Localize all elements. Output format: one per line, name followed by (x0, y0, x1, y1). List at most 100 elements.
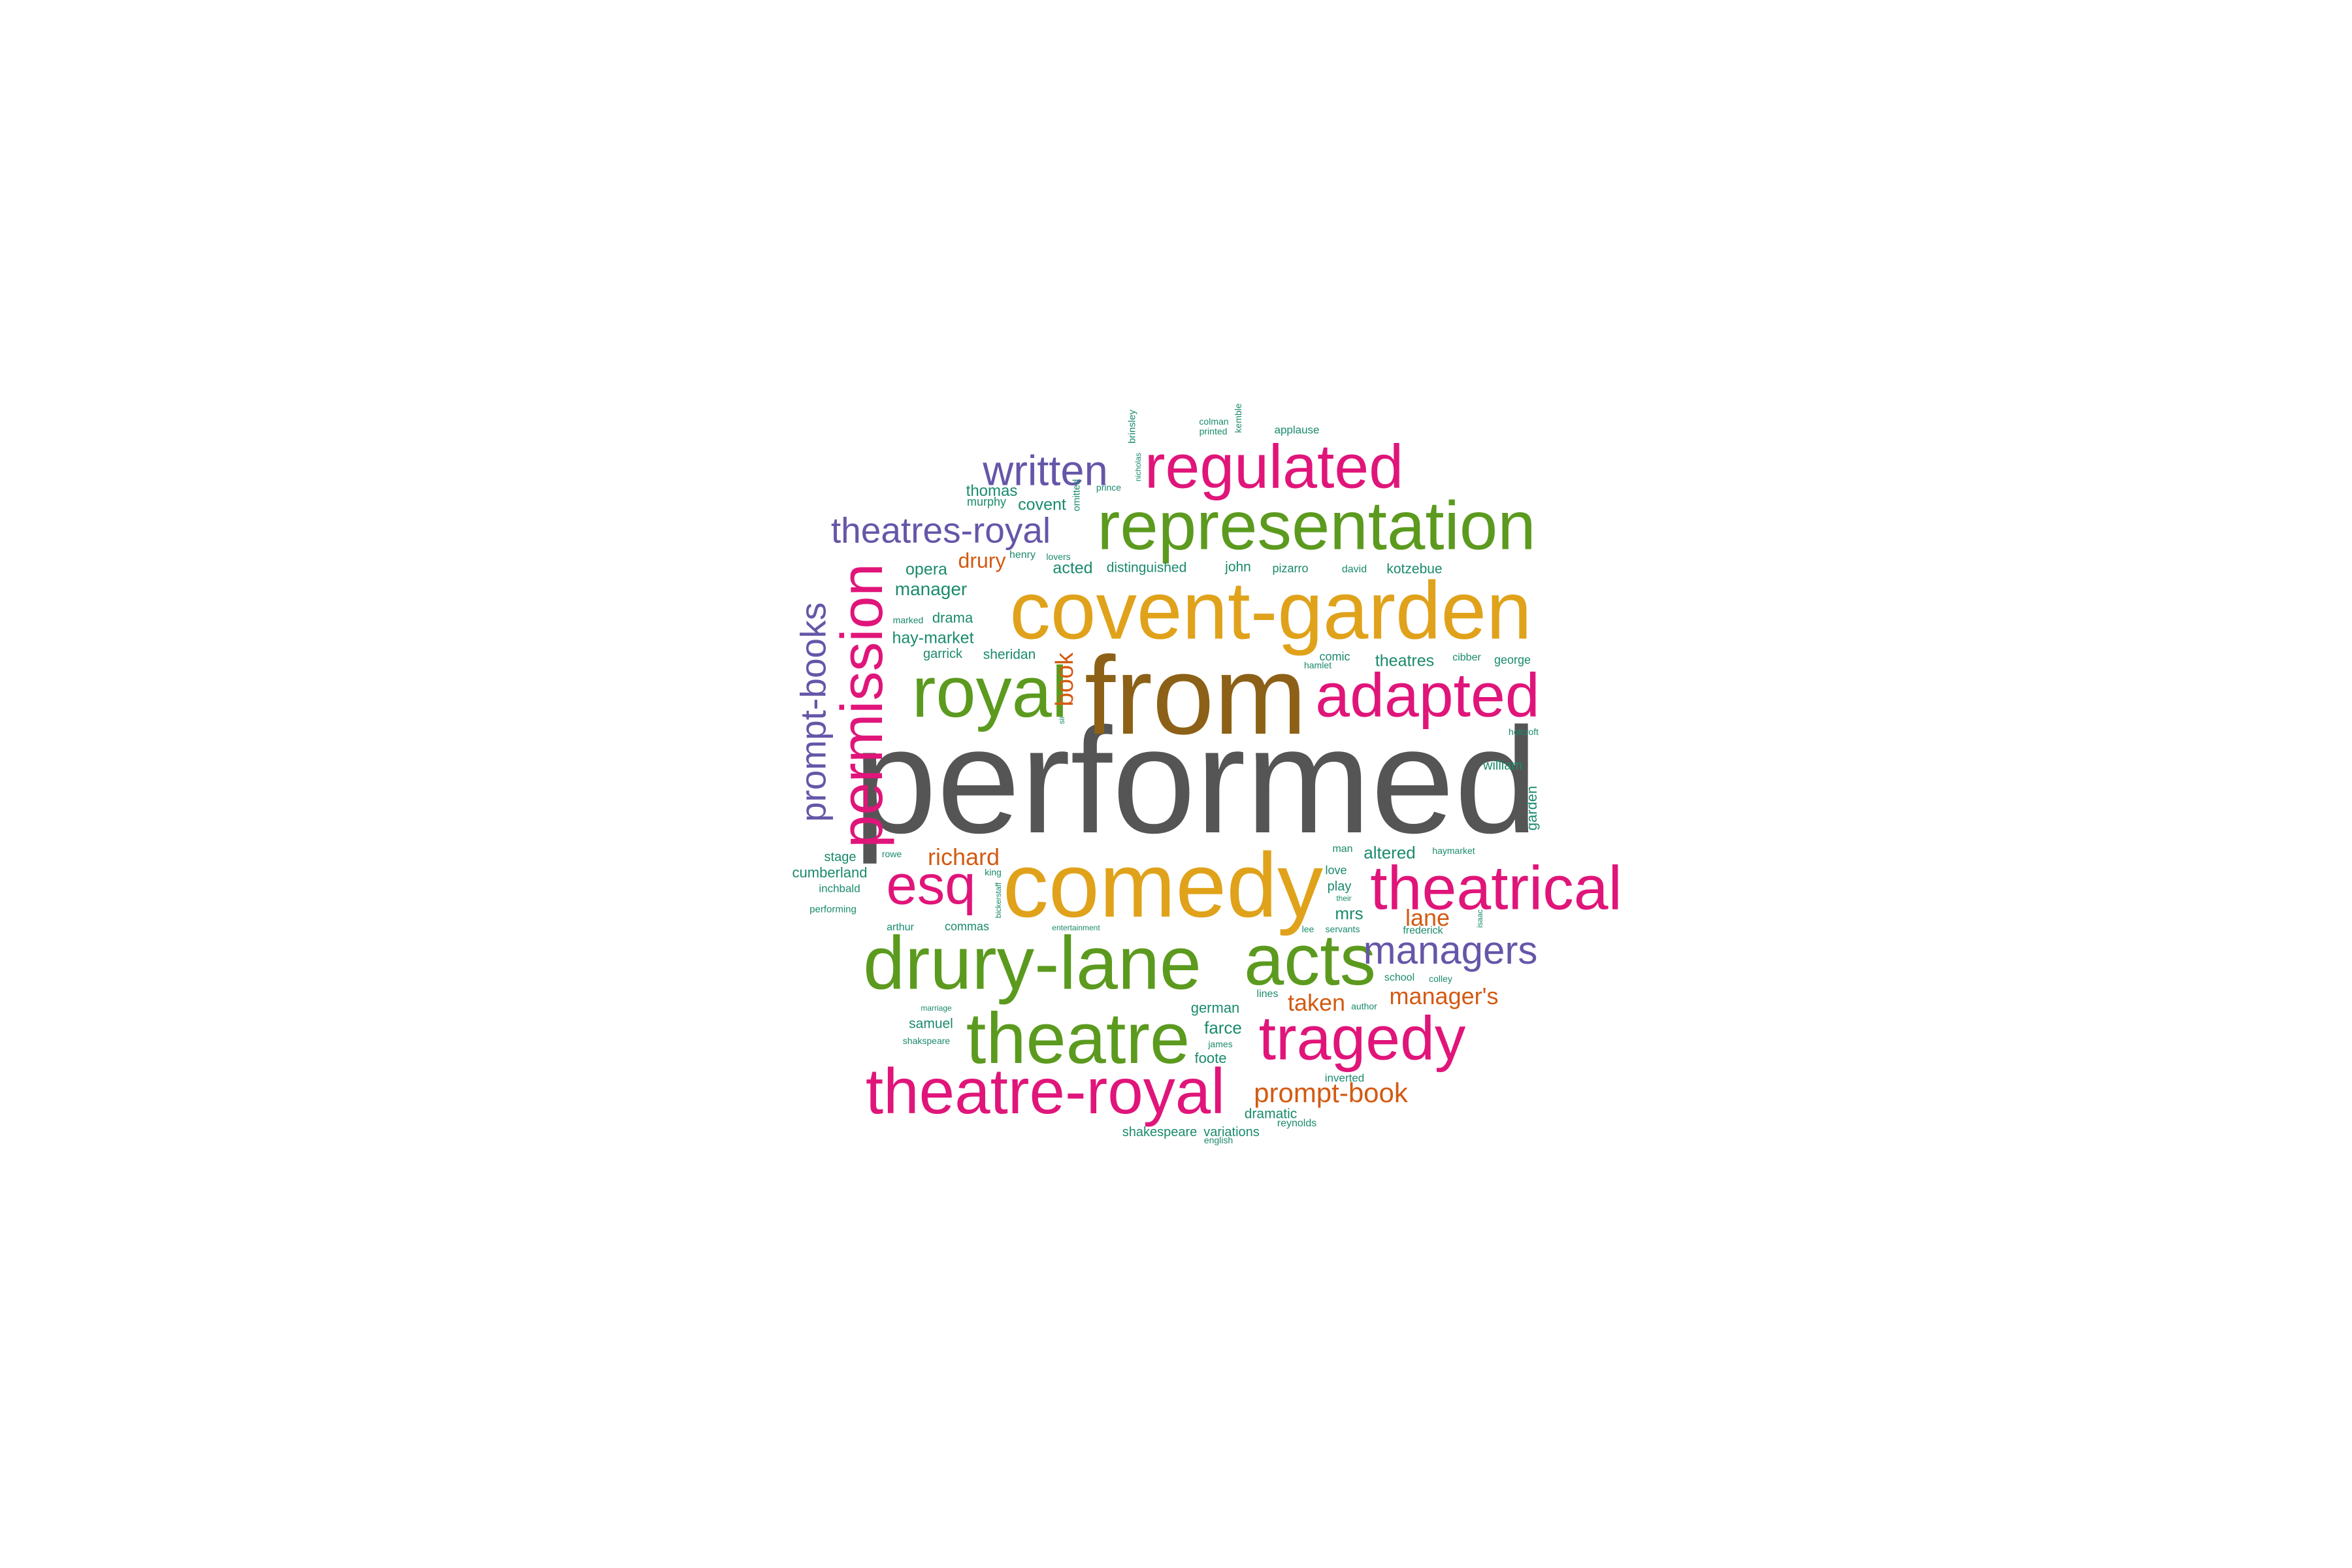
word-omitted: omitted (1071, 479, 1083, 512)
word-colley: colley (1429, 973, 1452, 984)
word-theatres-royal: theatres-royal (830, 510, 1051, 551)
word-love: love (1325, 864, 1347, 877)
word-english: english (1203, 1135, 1233, 1145)
word-inverted: inverted (1324, 1071, 1365, 1085)
word-acts: acts (1244, 920, 1376, 1000)
word-lee: lee (1301, 924, 1315, 934)
word-altered: altered (1364, 843, 1416, 862)
word-shakspeare: shakspeare (902, 1036, 951, 1046)
word-kotzebue: kotzebue (1386, 561, 1443, 577)
word-kemble: kemble (1233, 403, 1243, 433)
word-their: their (1336, 894, 1352, 903)
word-man: man (1332, 843, 1353, 855)
word-farce: farce (1204, 1018, 1242, 1037)
word-pizarro: pizarro (1272, 562, 1309, 575)
word-lovers: lovers (1046, 551, 1071, 562)
word-james: james (1208, 1039, 1233, 1049)
word-cumberland: cumberland (792, 864, 868, 881)
word-german: german (1190, 1000, 1240, 1016)
word-author: author (1351, 1001, 1377, 1011)
word-tragedy: tragedy (1258, 1004, 1466, 1073)
word-printed: printed (1199, 426, 1228, 436)
word-hay-market: hay-market (892, 629, 974, 647)
word-cibber: cibber (1452, 652, 1481, 663)
word-nicholas: nicholas (1134, 452, 1143, 482)
word-frederick: frederick (1403, 925, 1443, 936)
word-sir: sir (1057, 715, 1066, 725)
word-school: school (1384, 972, 1415, 983)
word-bickerstaff: bickerstaff (994, 882, 1003, 919)
word-isaac: isaac (1475, 909, 1484, 928)
word-sheridan: sheridan (983, 647, 1036, 662)
word-entertainment: entertainment (1052, 923, 1100, 932)
word-william: william (1483, 759, 1522, 773)
word-reynolds: reynolds (1277, 1118, 1317, 1129)
word-applause: applause (1274, 423, 1320, 436)
word-royal: royal (911, 652, 1068, 732)
word-lane: lane (1405, 904, 1450, 931)
word-covent-garden: covent-garden (1009, 565, 1532, 657)
word-stage: stage (824, 850, 857, 864)
word-prince: prince (1096, 482, 1122, 493)
word-opera: opera (906, 560, 947, 579)
word-drury: drury (958, 549, 1006, 572)
word-commas: commas (944, 920, 990, 933)
word-marked: marked (892, 615, 924, 625)
word-haymarket: haymarket (1432, 845, 1475, 856)
word-arthur: arthur (887, 922, 914, 933)
word-holcroft: holcroft (1509, 727, 1539, 737)
word-marriage: marriage (921, 1004, 952, 1013)
word-inchbald: inchbald (819, 882, 860, 895)
word-king: king (985, 867, 1002, 877)
word-theatre: theatre (966, 998, 1190, 1079)
word-manager: manager (894, 579, 968, 599)
word-david: david (1341, 564, 1367, 575)
word-esq: esq (886, 854, 976, 917)
word-distinguished: distinguished (1106, 560, 1187, 576)
word-foote: foote (1194, 1050, 1227, 1066)
word-john: john (1225, 559, 1251, 575)
word-representation: representation (1097, 487, 1536, 564)
word-covent: covent (1018, 495, 1066, 514)
word-rowe: rowe (881, 849, 902, 859)
word-manager-s: manager's (1389, 983, 1499, 1009)
word-drama: drama (932, 610, 973, 626)
word-theatres: theatres (1375, 651, 1435, 670)
word-garden: garden (1524, 785, 1540, 831)
word-lines: lines (1256, 988, 1279, 1000)
word-hamlet: hamlet (1303, 660, 1332, 670)
word-book: book (1051, 652, 1079, 707)
word-permission: permission (830, 563, 895, 848)
word-drury-lane: drury-lane (863, 921, 1201, 1005)
word-prompt-book: prompt-book (1254, 1077, 1408, 1108)
word-richard: richard (927, 843, 1000, 870)
word-servants: servants (1325, 924, 1360, 934)
word-theatrical: theatrical (1370, 853, 1622, 923)
word-adapted: adapted (1315, 661, 1540, 730)
word-garrick: garrick (923, 647, 963, 661)
word-murphy: murphy (966, 495, 1007, 508)
word-shakespeare: shakespeare (1122, 1125, 1198, 1139)
word-samuel: samuel (909, 1016, 953, 1032)
word-comedy: comedy (1002, 834, 1324, 936)
word-written: written (983, 446, 1108, 495)
word-mrs: mrs (1335, 904, 1364, 923)
word-george: george (1494, 653, 1531, 666)
word-taken: taken (1287, 989, 1346, 1016)
word-comic: comic (1319, 650, 1350, 663)
word-performed: performed (853, 696, 1539, 864)
word-play: play (1327, 879, 1352, 894)
word-managers: managers (1363, 928, 1538, 972)
word-variations: variations (1203, 1125, 1260, 1139)
word-prompt-books: prompt-books (792, 602, 834, 823)
word-regulated: regulated (1144, 432, 1404, 502)
word-performing: performing (809, 904, 857, 915)
word-acted: acted (1053, 559, 1093, 578)
word-brinsley: brinsley (1126, 410, 1138, 444)
word-colman: colman (1199, 416, 1229, 427)
word-henry: henry (1009, 549, 1036, 561)
word-from: from (1085, 634, 1307, 758)
word-thomas: thomas (966, 482, 1018, 500)
word-dramatic: dramatic (1244, 1106, 1298, 1122)
